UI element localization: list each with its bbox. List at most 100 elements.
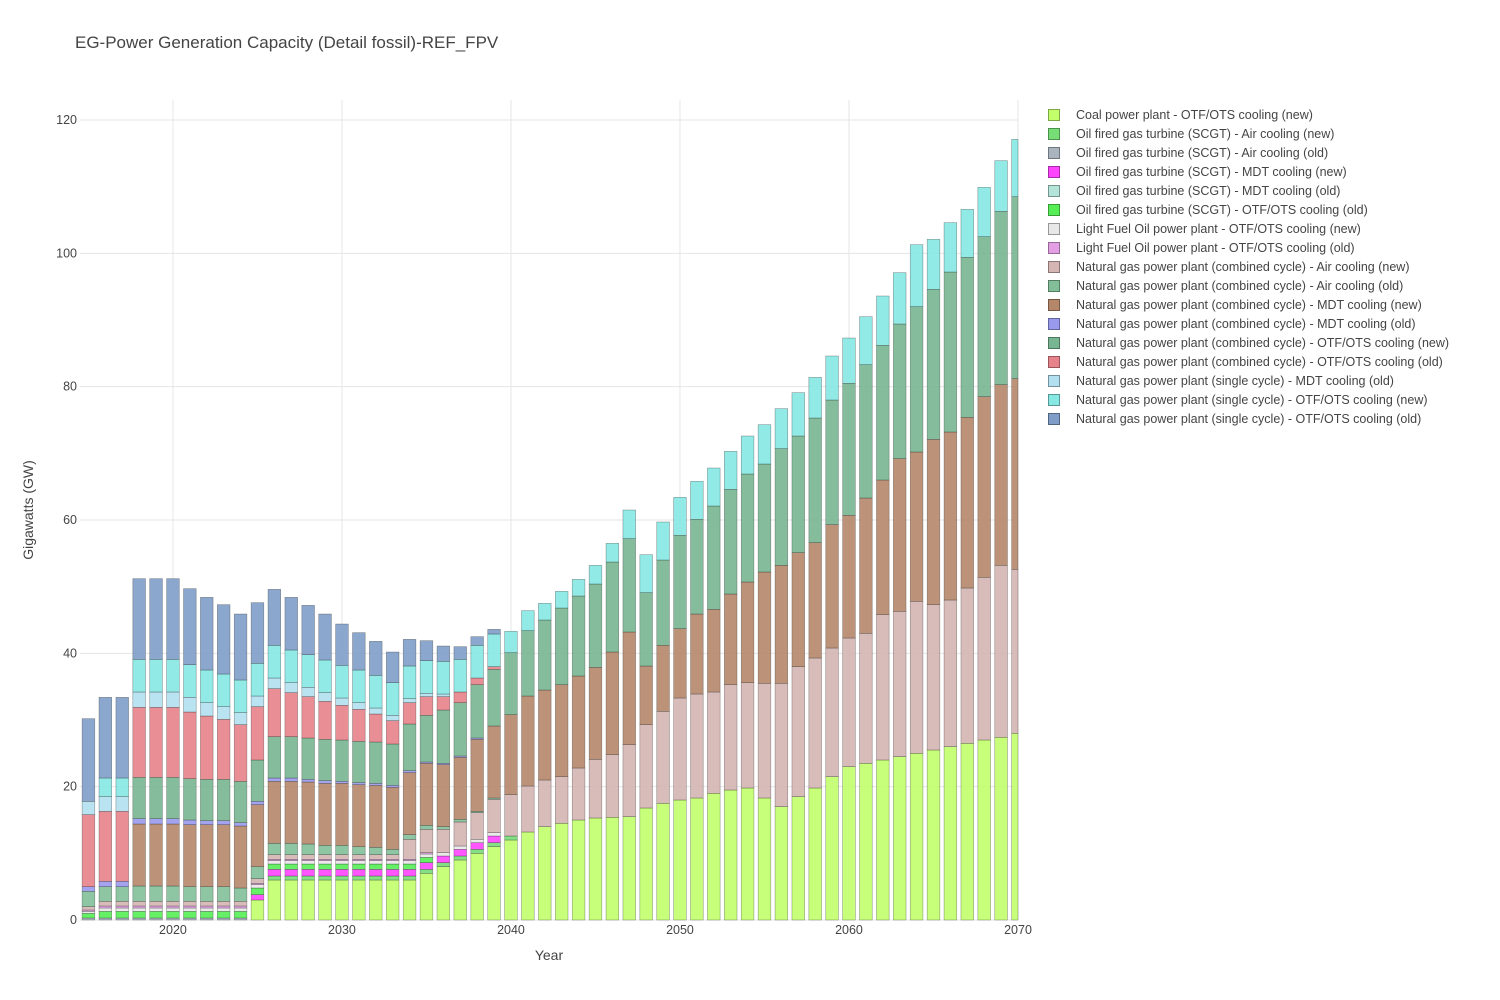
bar-segment[interactable]	[335, 623, 349, 666]
bar-segment[interactable]	[504, 835, 518, 841]
bar-segment[interactable]	[98, 796, 112, 812]
bar-segment[interactable]	[453, 659, 467, 693]
bar-segment[interactable]	[605, 561, 620, 653]
bar-segment[interactable]	[335, 783, 349, 846]
bar-segment[interactable]	[453, 849, 467, 857]
bar-segment[interactable]	[470, 853, 484, 921]
legend-item[interactable]: Natural gas power plant (combined cycle)…	[1048, 276, 1449, 295]
bar-segment[interactable]	[808, 787, 822, 921]
bar-segment[interactable]	[994, 737, 1008, 921]
bar-segment[interactable]	[588, 817, 603, 921]
bar-segment[interactable]	[470, 645, 484, 679]
bar-segment[interactable]	[402, 860, 417, 865]
bar-segment[interactable]	[724, 489, 738, 595]
bar-segment[interactable]	[166, 911, 180, 919]
bar-segment[interactable]	[419, 852, 434, 855]
bar-segment[interactable]	[656, 521, 670, 561]
bar-segment[interactable]	[740, 435, 755, 475]
bar-segment[interactable]	[250, 804, 265, 867]
bar-segment[interactable]	[402, 723, 417, 771]
bar-segment[interactable]	[402, 875, 417, 881]
legend-item[interactable]: Natural gas power plant (combined cycle)…	[1048, 257, 1449, 276]
bar-segment[interactable]	[402, 879, 417, 921]
bar-segment[interactable]	[352, 632, 366, 671]
legend-item[interactable]: Oil fired gas turbine (SCGT) - Air cooli…	[1048, 143, 1449, 162]
bar-segment[interactable]	[217, 820, 231, 825]
bar-segment[interactable]	[267, 645, 281, 679]
bar-segment[interactable]	[960, 743, 974, 921]
bar-segment[interactable]	[217, 886, 231, 902]
bar-segment[interactable]	[402, 863, 417, 870]
bar-segment[interactable]	[352, 854, 366, 860]
bar-segment[interactable]	[335, 860, 349, 865]
bar-segment[interactable]	[960, 587, 974, 744]
bar-segment[interactable]	[808, 417, 822, 543]
bar-segment[interactable]	[436, 709, 451, 764]
bar-segment[interactable]	[166, 917, 180, 921]
bar-segment[interactable]	[791, 435, 805, 553]
bar-segment[interactable]	[436, 829, 451, 853]
bar-segment[interactable]	[791, 666, 805, 797]
bar-segment[interactable]	[656, 645, 670, 712]
bar-segment[interactable]	[301, 737, 315, 780]
bar-segment[interactable]	[267, 869, 281, 877]
bar-segment[interactable]	[183, 886, 197, 902]
bar-segment[interactable]	[453, 855, 467, 861]
bar-segment[interactable]	[538, 603, 552, 621]
bar-segment[interactable]	[588, 667, 603, 760]
bar-segment[interactable]	[757, 683, 772, 799]
bar-segment[interactable]	[994, 211, 1008, 385]
bar-segment[interactable]	[335, 845, 349, 855]
bar-segment[interactable]	[200, 779, 214, 821]
bar-segment[interactable]	[419, 696, 434, 716]
legend-item[interactable]: Natural gas power plant (combined cycle)…	[1048, 314, 1449, 333]
bar-segment[interactable]	[318, 780, 332, 784]
bar-segment[interactable]	[166, 901, 180, 907]
bar-segment[interactable]	[132, 823, 146, 887]
bar-segment[interactable]	[352, 875, 366, 881]
bar-segment[interactable]	[318, 613, 332, 661]
bar-segment[interactable]	[217, 779, 231, 821]
bar-segment[interactable]	[250, 663, 265, 697]
bar-segment[interactable]	[81, 917, 96, 921]
bar-segment[interactable]	[555, 607, 569, 685]
bar-segment[interactable]	[436, 866, 451, 921]
bar-segment[interactable]	[453, 691, 467, 703]
bar-segment[interactable]	[250, 602, 265, 664]
bar-segment[interactable]	[386, 875, 400, 881]
bar-segment[interactable]	[1011, 733, 1019, 921]
bar-segment[interactable]	[318, 701, 332, 740]
bar-segment[interactable]	[217, 907, 231, 912]
bar-segment[interactable]	[487, 669, 501, 727]
bar-segment[interactable]	[267, 589, 281, 646]
bar-segment[interactable]	[318, 739, 332, 781]
bar-segment[interactable]	[369, 879, 383, 921]
bar-segment[interactable]	[605, 817, 620, 921]
bar-segment[interactable]	[487, 633, 501, 667]
bar-segment[interactable]	[774, 448, 789, 566]
bar-segment[interactable]	[149, 578, 163, 660]
bar-segment[interactable]	[217, 901, 231, 907]
bar-segment[interactable]	[402, 770, 417, 773]
bar-segment[interactable]	[487, 725, 501, 799]
bar-segment[interactable]	[825, 524, 839, 649]
bar-segment[interactable]	[115, 777, 129, 797]
bar-segment[interactable]	[166, 823, 180, 887]
bar-segment[interactable]	[707, 793, 721, 921]
bar-segment[interactable]	[419, 693, 434, 697]
bar-segment[interactable]	[436, 862, 451, 867]
bar-segment[interactable]	[200, 911, 214, 919]
bar-segment[interactable]	[757, 424, 772, 465]
bar-segment[interactable]	[98, 881, 112, 887]
bar-segment[interactable]	[707, 609, 721, 693]
bar-segment[interactable]	[724, 593, 738, 685]
bar-segment[interactable]	[149, 885, 163, 902]
bar-segment[interactable]	[335, 854, 349, 860]
bar-segment[interactable]	[504, 714, 518, 795]
legend-item[interactable]: Light Fuel Oil power plant - OTF/OTS coo…	[1048, 219, 1449, 238]
bar-segment[interactable]	[149, 905, 163, 909]
bar-segment[interactable]	[301, 875, 315, 881]
bar-segment[interactable]	[284, 875, 298, 881]
bar-segment[interactable]	[453, 819, 467, 823]
bar-segment[interactable]	[622, 509, 636, 539]
